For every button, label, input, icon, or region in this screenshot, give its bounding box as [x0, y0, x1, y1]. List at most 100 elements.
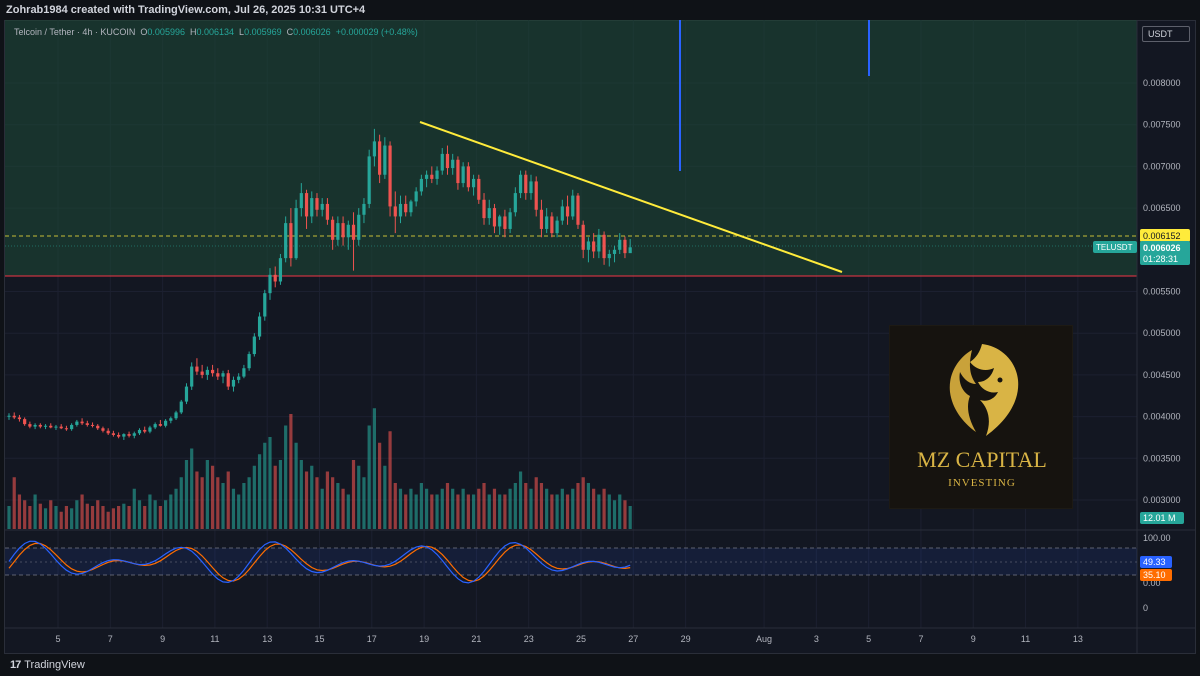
candle-body	[273, 274, 277, 282]
volume-bar	[508, 488, 512, 529]
candle-body	[372, 141, 376, 157]
time-tick-label: 13	[1073, 634, 1083, 644]
candle-body	[247, 354, 251, 369]
candle-body	[346, 224, 350, 238]
volume-bar	[64, 506, 69, 529]
volume-bar	[451, 488, 455, 529]
candle-body	[195, 366, 199, 372]
stoch-axis: 100.00 0.00 0	[1143, 533, 1171, 613]
volume-bar	[430, 494, 434, 529]
logo-subtitle: INVESTING	[948, 477, 1016, 489]
volume-label: 12.01 M	[1143, 513, 1176, 523]
volume-bar	[148, 494, 152, 529]
volume-bar	[477, 488, 481, 529]
volume-bar	[393, 483, 397, 529]
candle-body	[299, 193, 303, 209]
creator-attribution: Zohrab1984 created with TradingView.com,…	[6, 4, 366, 16]
volume-bar	[231, 488, 236, 529]
price-tick-label: 0.005000	[1143, 328, 1181, 338]
time-tick-label: 7	[918, 634, 923, 644]
volume-bars	[7, 408, 632, 529]
volume-bar	[38, 503, 42, 529]
volume-bar	[383, 465, 387, 529]
candle-body	[164, 420, 168, 426]
candle-body	[451, 159, 455, 169]
volume-bar	[310, 465, 314, 529]
consolidation-zone	[5, 20, 1137, 276]
volume-bar	[346, 494, 350, 529]
candle-body	[221, 373, 225, 377]
candle-body	[184, 386, 189, 402]
volume-bar	[612, 500, 617, 529]
volume-bar	[378, 442, 382, 529]
volume-bar	[33, 494, 37, 529]
candle-body	[628, 247, 632, 254]
volume-bar	[43, 508, 48, 529]
candle-body	[205, 369, 209, 375]
tradingview-brand[interactable]: 17 TradingView	[10, 659, 85, 671]
candle-body	[284, 223, 288, 259]
time-tick-label: 19	[419, 634, 429, 644]
candle-body	[341, 223, 345, 238]
candle-body	[336, 223, 340, 240]
volume-bar	[357, 465, 361, 529]
candle-body	[576, 195, 580, 225]
time-tick-label: 29	[681, 634, 691, 644]
volume-bar	[54, 506, 58, 529]
stoch-d-line	[8, 542, 631, 582]
candle-body	[445, 153, 450, 169]
candle-body	[252, 336, 256, 355]
candle-body	[456, 159, 460, 184]
volume-bar	[278, 460, 283, 529]
price-tick-label: 0.007000	[1143, 161, 1181, 171]
price-tick-label: 0.007500	[1143, 120, 1181, 130]
candle-body	[106, 430, 110, 434]
volume-bar	[117, 506, 121, 529]
volume-bar	[367, 425, 371, 529]
volume-bar	[122, 503, 126, 529]
price-tick-label: 0.003000	[1143, 495, 1181, 505]
volume-bar	[435, 494, 439, 529]
stoch-band-fill	[5, 548, 1137, 575]
candle-body	[169, 418, 173, 421]
close-value: 0.006026	[293, 27, 331, 37]
volume-bar	[592, 488, 596, 529]
time-axis: 5 7 9 11 13 15 17 19 21 23 25 27 29 Aug 3 5 7 9 11 13	[55, 634, 1082, 644]
candle-body	[518, 174, 523, 194]
candle-body	[351, 224, 356, 240]
volume-bar	[565, 494, 570, 529]
candle-body	[498, 216, 502, 227]
candle-body	[435, 170, 439, 179]
volume-bar	[550, 494, 554, 529]
candle-body	[33, 424, 37, 427]
candle-body	[565, 206, 570, 217]
currency-selector[interactable]: USDT	[1142, 26, 1190, 42]
candle-body	[111, 433, 115, 435]
volume-bar	[560, 488, 564, 529]
volume-bar	[70, 508, 74, 529]
volume-bar	[289, 414, 293, 529]
candle-body	[90, 424, 95, 426]
candle-body	[597, 234, 601, 252]
candle-body	[294, 208, 298, 259]
time-tick-label: 25	[576, 634, 586, 644]
volume-bar	[529, 488, 533, 529]
volume-bar	[388, 431, 392, 529]
candle-body	[80, 421, 84, 424]
candle-body	[85, 423, 89, 425]
volume-bar	[12, 477, 16, 529]
candle-body	[216, 373, 220, 377]
volume-bar	[252, 465, 256, 529]
volume-bar	[571, 488, 575, 529]
volume-bar	[628, 506, 632, 529]
price-tick-label: 0.004500	[1143, 370, 1181, 380]
candle-body	[398, 203, 403, 217]
volume-bar	[440, 488, 444, 529]
volume-bar	[28, 506, 32, 529]
volume-bar	[184, 460, 189, 529]
candle-body	[539, 209, 544, 229]
volume-bar	[513, 483, 517, 529]
candle-body	[357, 214, 361, 240]
candle-body	[383, 145, 387, 175]
